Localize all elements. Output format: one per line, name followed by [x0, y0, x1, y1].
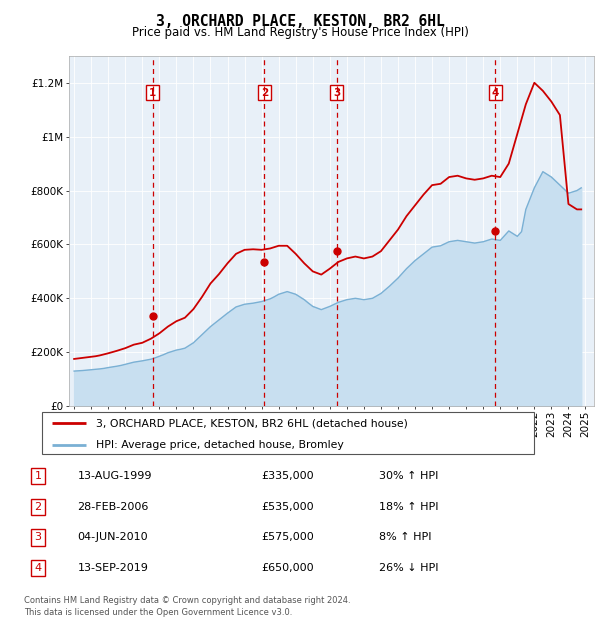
Text: HPI: Average price, detached house, Bromley: HPI: Average price, detached house, Brom…	[96, 440, 344, 450]
Text: 18% ↑ HPI: 18% ↑ HPI	[379, 502, 439, 512]
Text: 4: 4	[35, 563, 41, 573]
Text: Price paid vs. HM Land Registry's House Price Index (HPI): Price paid vs. HM Land Registry's House …	[131, 26, 469, 39]
Text: 8% ↑ HPI: 8% ↑ HPI	[379, 533, 432, 542]
Text: 13-AUG-1999: 13-AUG-1999	[77, 471, 152, 481]
Text: 3, ORCHARD PLACE, KESTON, BR2 6HL (detached house): 3, ORCHARD PLACE, KESTON, BR2 6HL (detac…	[96, 418, 408, 428]
Text: 3, ORCHARD PLACE, KESTON, BR2 6HL: 3, ORCHARD PLACE, KESTON, BR2 6HL	[155, 14, 445, 29]
Text: 13-SEP-2019: 13-SEP-2019	[77, 563, 148, 573]
Text: This data is licensed under the Open Government Licence v3.0.: This data is licensed under the Open Gov…	[24, 608, 292, 617]
Text: 30% ↑ HPI: 30% ↑ HPI	[379, 471, 439, 481]
Text: 3: 3	[334, 87, 341, 97]
Text: 1: 1	[149, 87, 157, 97]
Text: £335,000: £335,000	[261, 471, 314, 481]
Text: 26% ↓ HPI: 26% ↓ HPI	[379, 563, 439, 573]
Text: 1: 1	[35, 471, 41, 481]
Text: 04-JUN-2010: 04-JUN-2010	[77, 533, 148, 542]
Text: 2: 2	[261, 87, 268, 97]
Text: 2: 2	[35, 502, 41, 512]
Text: £535,000: £535,000	[261, 502, 314, 512]
Text: 4: 4	[491, 87, 499, 97]
Text: £575,000: £575,000	[261, 533, 314, 542]
Text: Contains HM Land Registry data © Crown copyright and database right 2024.: Contains HM Land Registry data © Crown c…	[24, 596, 350, 606]
Text: 28-FEB-2006: 28-FEB-2006	[77, 502, 149, 512]
FancyBboxPatch shape	[42, 412, 534, 454]
Text: 3: 3	[35, 533, 41, 542]
Text: £650,000: £650,000	[261, 563, 314, 573]
